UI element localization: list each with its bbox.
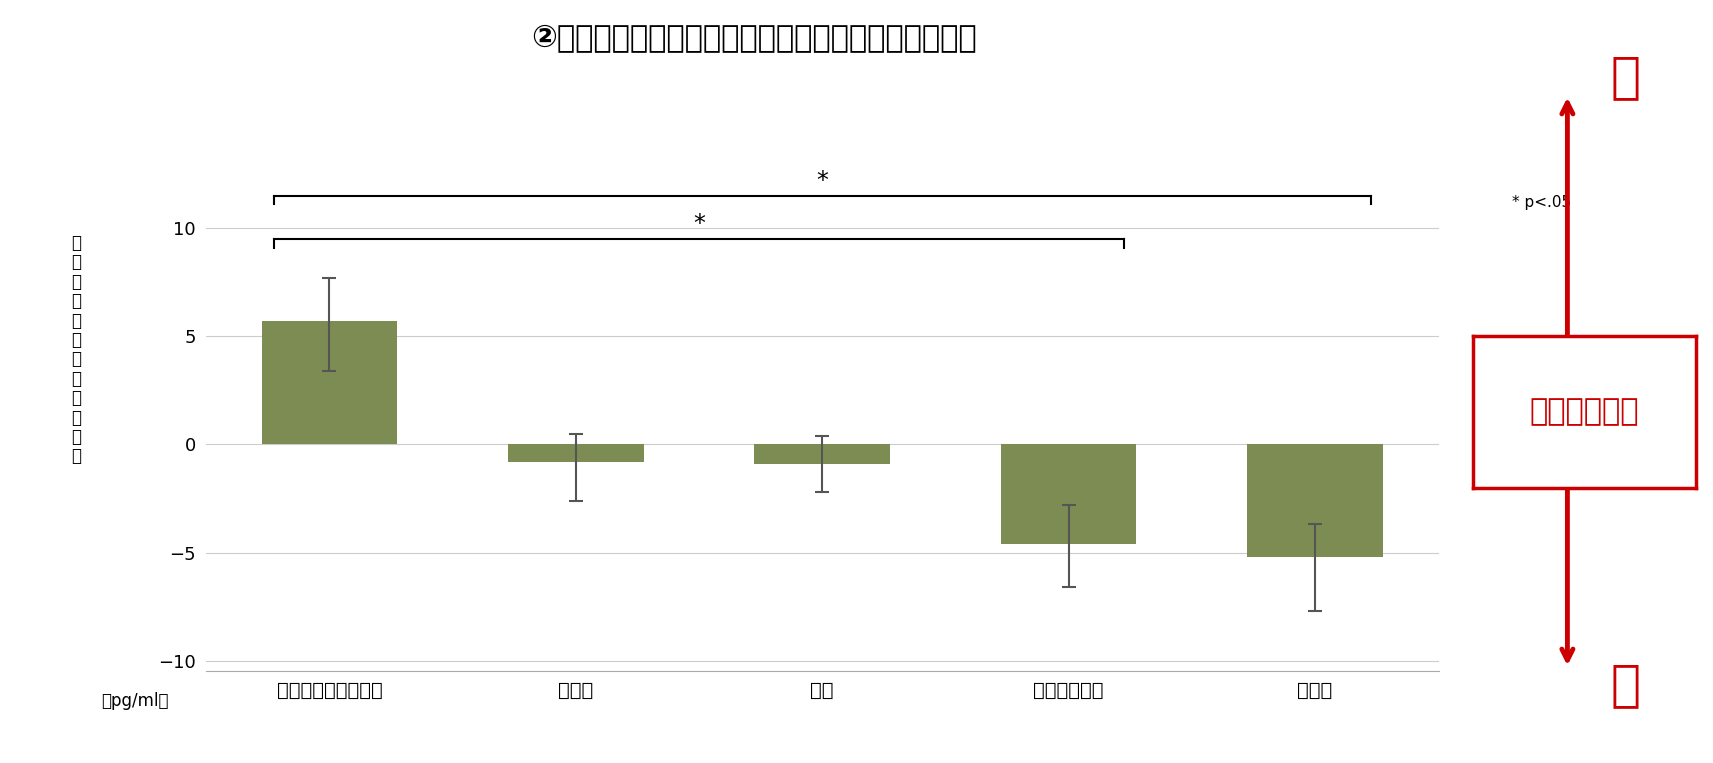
Text: 低: 低 bbox=[1610, 662, 1641, 710]
Text: * p<.05: * p<.05 bbox=[1513, 195, 1571, 210]
Bar bbox=[1247, 444, 1382, 557]
Text: オ
キ
シ
ト
シ
ン
濃
度
の
変
化
量: オ キ シ ト シ ン 濃 度 の 変 化 量 bbox=[70, 234, 81, 465]
Text: *: * bbox=[817, 169, 827, 192]
Text: （pg/ml）: （pg/ml） bbox=[101, 692, 168, 710]
Text: オキシトシン: オキシトシン bbox=[1530, 398, 1639, 427]
Bar bbox=[262, 321, 397, 444]
Bar bbox=[509, 444, 644, 462]
Text: 高: 高 bbox=[1610, 53, 1641, 101]
Text: *: * bbox=[694, 212, 706, 236]
Bar bbox=[1000, 444, 1136, 544]
Bar bbox=[754, 444, 891, 464]
Text: ②　　朝食主食摄取前後のオキシトシン濃度の変化量: ② 朝食主食摄取前後のオキシトシン濃度の変化量 bbox=[531, 23, 976, 52]
